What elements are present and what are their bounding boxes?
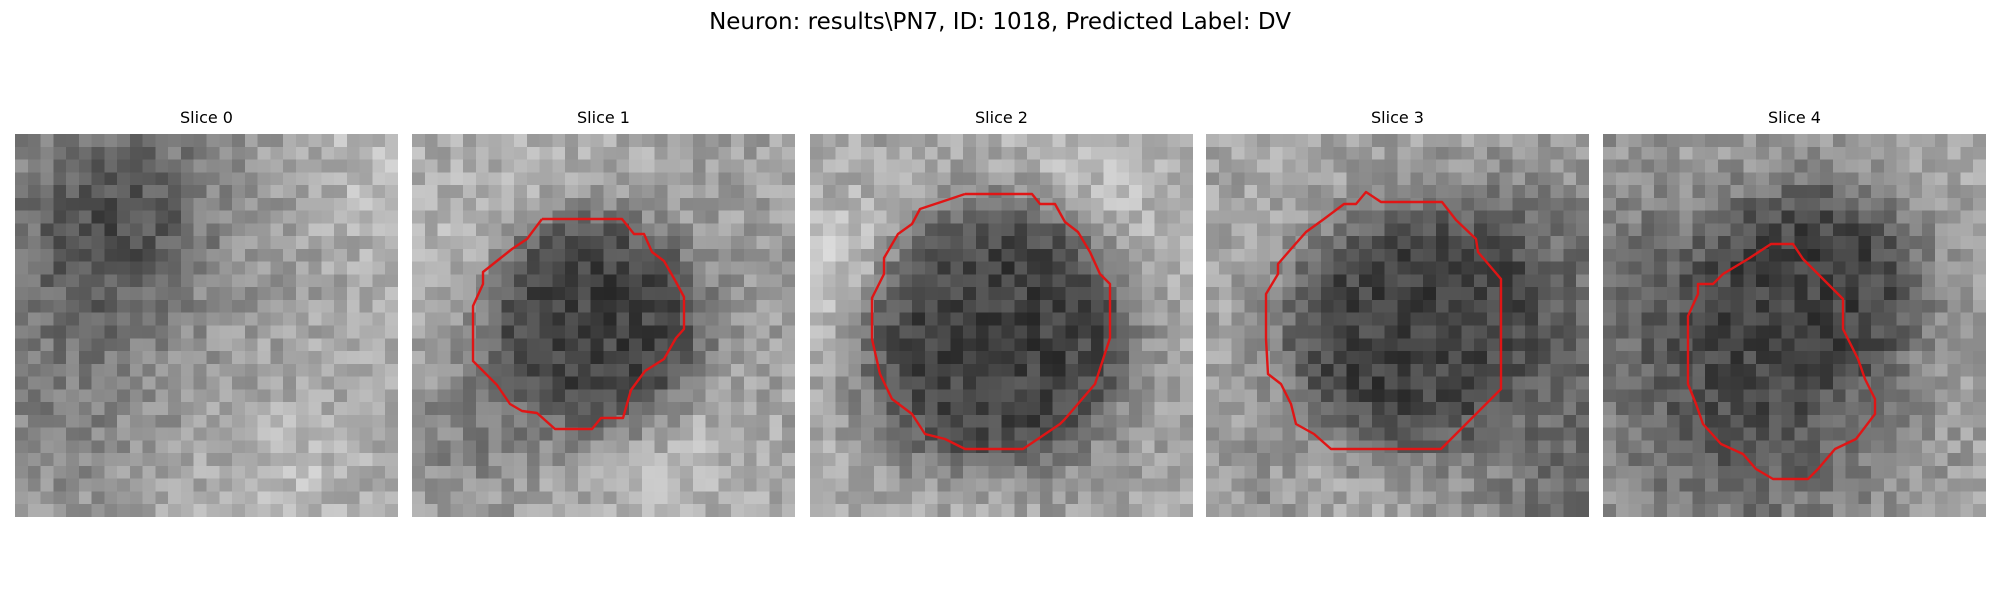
slice-image <box>1603 134 1986 517</box>
segmentation-contour <box>1264 190 1503 451</box>
slice-image-frame <box>810 134 1193 517</box>
figure-title: Neuron: results\PN7, ID: 1018, Predicted… <box>709 9 1291 35</box>
slice-panel-1: Slice 1 <box>412 108 795 517</box>
contour-line <box>870 192 1112 451</box>
slice-image-frame <box>15 134 398 517</box>
slice-title: Slice 4 <box>1768 108 1821 127</box>
segmentation-contour <box>870 192 1112 451</box>
slice-image-frame <box>412 134 795 517</box>
slice-panel-3: Slice 3 <box>1206 108 1589 517</box>
slice-title: Slice 3 <box>1371 108 1424 127</box>
contour-line <box>1686 242 1877 481</box>
slice-title: Slice 1 <box>577 108 630 127</box>
slice-image-frame <box>1206 134 1589 517</box>
slice-panel-4: Slice 4 <box>1603 108 1986 517</box>
segmentation-contour <box>1686 242 1877 481</box>
slice-image <box>1206 134 1589 517</box>
segmentation-contour <box>471 217 686 431</box>
contour-line <box>1264 190 1503 451</box>
slice-image <box>810 134 1193 517</box>
contour-line <box>471 217 686 431</box>
slice-title: Slice 2 <box>975 108 1028 127</box>
slice-image <box>15 134 398 517</box>
slice-image <box>412 134 795 517</box>
slice-panel-0: Slice 0 <box>15 108 398 517</box>
slice-title: Slice 0 <box>180 108 233 127</box>
slice-image-frame <box>1603 134 1986 517</box>
slice-panel-2: Slice 2 <box>810 108 1193 517</box>
